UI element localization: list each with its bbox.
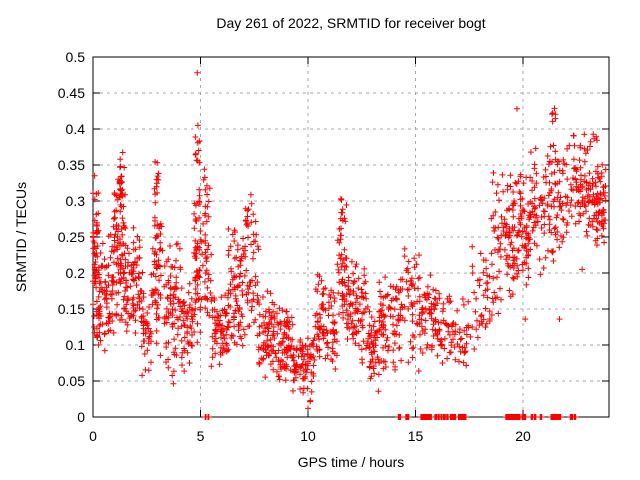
y-tick-label: 0.35 [58, 157, 85, 173]
y-tick-label: 0.05 [58, 373, 85, 389]
x-tick-label: 20 [515, 428, 531, 444]
y-tick-label: 0 [77, 409, 85, 425]
y-tick-label: 0.1 [66, 337, 86, 353]
y-tick-label: 0.45 [58, 85, 85, 101]
x-tick-label: 5 [197, 428, 205, 444]
x-tick-label: 15 [408, 428, 424, 444]
chart-title: Day 261 of 2022, SRMTID for receiver bog… [216, 15, 486, 31]
x-axis-label: GPS time / hours [297, 454, 405, 470]
y-tick-label: 0.25 [58, 229, 85, 245]
y-tick-label: 0.2 [66, 265, 86, 281]
y-tick-label: 0.3 [66, 193, 86, 209]
y-tick-label: 0.15 [58, 301, 85, 317]
x-tick-label: 0 [89, 428, 97, 444]
y-tick-label: 0.5 [66, 49, 86, 65]
y-tick-label: 0.4 [66, 121, 86, 137]
x-tick-label: 10 [300, 428, 316, 444]
scatter-points [90, 69, 609, 420]
